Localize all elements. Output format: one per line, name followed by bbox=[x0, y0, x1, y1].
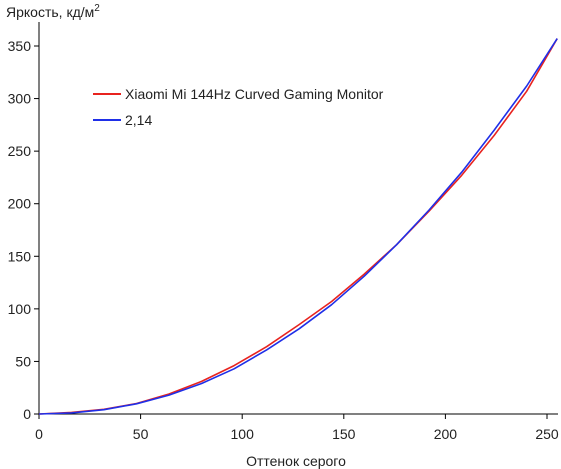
y-axis-title-superscript: 2 bbox=[94, 3, 100, 14]
series-line-2 bbox=[38, 38, 558, 415]
y-axis-title: Яркость, кд/м2 bbox=[6, 3, 100, 20]
y-tick-label: 50 bbox=[15, 353, 31, 369]
x-tick-label: 250 bbox=[535, 426, 559, 442]
y-tick-label: 250 bbox=[8, 143, 32, 159]
y-tick-label: 350 bbox=[8, 38, 32, 54]
x-tick-label: 50 bbox=[133, 426, 149, 442]
x-axis-title: Оттенок серого bbox=[246, 453, 346, 469]
y-ticks: 0 50 100 150 200 250 300 350 bbox=[8, 38, 39, 422]
y-axis-title-main: Яркость, кд/м bbox=[6, 4, 94, 20]
legend: Xiaomi Mi 144Hz Curved Gaming Monitor 2,1… bbox=[93, 86, 384, 128]
x-tick-label: 100 bbox=[231, 426, 255, 442]
y-tick-label: 0 bbox=[23, 406, 31, 422]
x-tick-label: 0 bbox=[35, 426, 43, 442]
legend-label-2: 2,14 bbox=[125, 112, 152, 128]
y-tick-label: 100 bbox=[8, 301, 32, 317]
y-tick-label: 300 bbox=[8, 91, 32, 107]
x-ticks: 0 50 100 150 200 250 bbox=[35, 414, 559, 442]
y-tick-label: 150 bbox=[8, 248, 32, 264]
legend-label-1: Xiaomi Mi 144Hz Curved Gaming Monitor bbox=[125, 86, 384, 102]
y-tick-label: 200 bbox=[8, 196, 32, 212]
axes bbox=[38, 22, 558, 415]
x-tick-label: 150 bbox=[332, 426, 356, 442]
x-tick-label: 200 bbox=[434, 426, 458, 442]
y-axis-title-text: Яркость, кд/м2 bbox=[6, 3, 100, 20]
series-layer bbox=[38, 38, 558, 415]
